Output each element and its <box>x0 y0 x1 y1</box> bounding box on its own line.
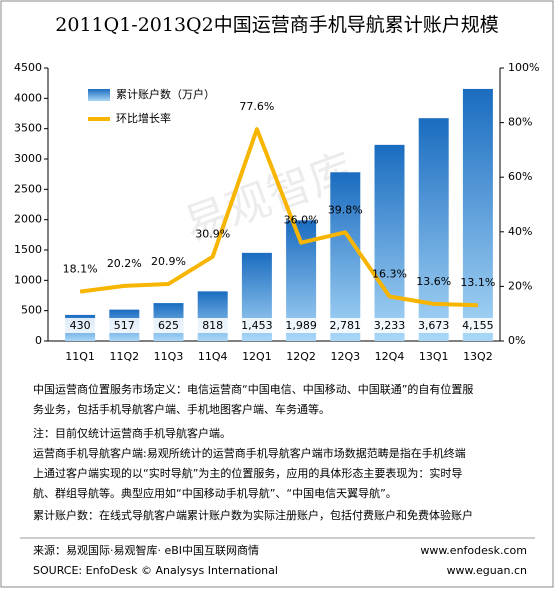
note: 注：目前仅统计运营商手机导航客户端。 <box>33 426 231 440</box>
x-tick-label: 12Q4 <box>375 350 405 363</box>
bar-value-label: 1,989 <box>285 319 317 332</box>
note: 运营商手机导航客户端:易观所统计的运营商手机导航客户端市场数据范畴是指在手机终端 <box>33 446 466 460</box>
label-bg <box>106 318 143 333</box>
line-value-label: 13.1% <box>460 276 495 289</box>
label-bg <box>283 318 320 333</box>
x-tick-label: 11Q2 <box>109 350 139 363</box>
note: 中国运营商位置服务市场定义：电信运营商“中国电信、中国移动、中国联通”的自有位置… <box>33 382 473 396</box>
y2-tick-label: 80% <box>508 116 532 129</box>
y2-tick-label: 100% <box>508 61 539 74</box>
bar-value-label: 818 <box>202 319 223 332</box>
line-value-label: 39.8% <box>328 203 363 216</box>
bar <box>374 144 405 341</box>
bar-value-label: 3,673 <box>418 319 450 332</box>
label-bg <box>459 318 496 333</box>
x-tick-label: 13Q2 <box>463 350 493 363</box>
bar-value-label: 4,155 <box>462 319 494 332</box>
bar <box>197 291 228 341</box>
site: www.enfodesk.com <box>420 544 527 557</box>
bar-value-label: 625 <box>158 319 179 332</box>
line-value-label: 16.3% <box>372 268 407 281</box>
legend-label: 环比增长率 <box>116 111 171 125</box>
y-tick-label: 4000 <box>14 91 42 104</box>
x-tick-label: 11Q1 <box>65 350 95 363</box>
bar-value-label: 2,781 <box>330 319 362 332</box>
y2-tick-label: 60% <box>508 170 532 183</box>
y-tick-label: 2000 <box>14 213 42 226</box>
site: www.eguan.cn <box>447 564 527 577</box>
label-bg <box>415 318 452 333</box>
line-value-label: 77.6% <box>239 100 274 113</box>
bar-value-label: 1,453 <box>241 319 273 332</box>
x-tick-label: 12Q1 <box>242 350 272 363</box>
x-tick-label: 11Q4 <box>198 350 228 363</box>
y-tick-label: 500 <box>21 304 42 317</box>
x-tick-label: 11Q3 <box>154 350 184 363</box>
y2-tick-label: 40% <box>508 225 532 238</box>
line <box>79 127 478 308</box>
x-tick-label: 12Q3 <box>330 350 360 363</box>
y-tick-label: 0 <box>35 334 42 347</box>
y-tick-label: 3500 <box>14 122 42 135</box>
line-value-label: 20.2% <box>107 257 142 270</box>
note: 航、群组导航等。典型应用如“中国移动手机导航”、“中国电信天翼导航”。 <box>33 486 397 500</box>
line-value-label: 30.9% <box>195 228 230 241</box>
bar <box>330 172 361 341</box>
label-bg <box>371 318 408 333</box>
bar-value-label: 517 <box>114 319 135 332</box>
line-value-label: 36.0% <box>284 214 319 227</box>
legend-label: 累计账户数（万户） <box>116 87 215 101</box>
y-tick-label: 3000 <box>14 152 42 165</box>
y-tick-label: 2500 <box>14 182 42 195</box>
bar-value-label: 430 <box>70 319 91 332</box>
chart-title: 2011Q1-2013Q2中国运营商手机导航累计账户规模 <box>55 14 498 36</box>
label-bg <box>238 318 275 333</box>
note: 上通过客户端实现的以“实时导航”为主的位置服务，应用的具体形态主要表现为：实时导 <box>33 466 462 480</box>
y2-tick-label: 0% <box>508 334 525 347</box>
y2-tick-label: 20% <box>508 279 532 292</box>
bar <box>462 88 493 342</box>
line-value-label: 18.1% <box>63 263 98 276</box>
y-tick-label: 1500 <box>14 243 42 256</box>
source: 来源：易观国际·易观智库· eBI中国互联网商情 <box>33 543 259 557</box>
note: 务业务，包括手机导航客户端、手机地图客户端、车务通等。 <box>33 402 330 416</box>
line-value-label: 13.6% <box>416 275 451 288</box>
label-bg <box>150 318 187 333</box>
label-bg <box>194 318 231 333</box>
bar-value-label: 3,233 <box>374 319 406 332</box>
y-tick-label: 1000 <box>14 273 42 286</box>
source: SOURCE: EnfoDesk © Analysys Internationa… <box>33 564 278 577</box>
legend-swatch <box>88 89 110 101</box>
x-tick-label: 13Q1 <box>419 350 449 363</box>
note: 累计账户数：在线式导航客户端累计账户数为实际注册账户，包括付费账户和免费体验账户 <box>33 508 473 522</box>
y-tick-label: 4500 <box>14 61 42 74</box>
label-bg <box>327 318 364 333</box>
bar <box>418 118 449 342</box>
line-value-label: 20.9% <box>151 255 186 268</box>
x-tick-label: 12Q2 <box>286 350 316 363</box>
label-bg <box>62 318 99 333</box>
